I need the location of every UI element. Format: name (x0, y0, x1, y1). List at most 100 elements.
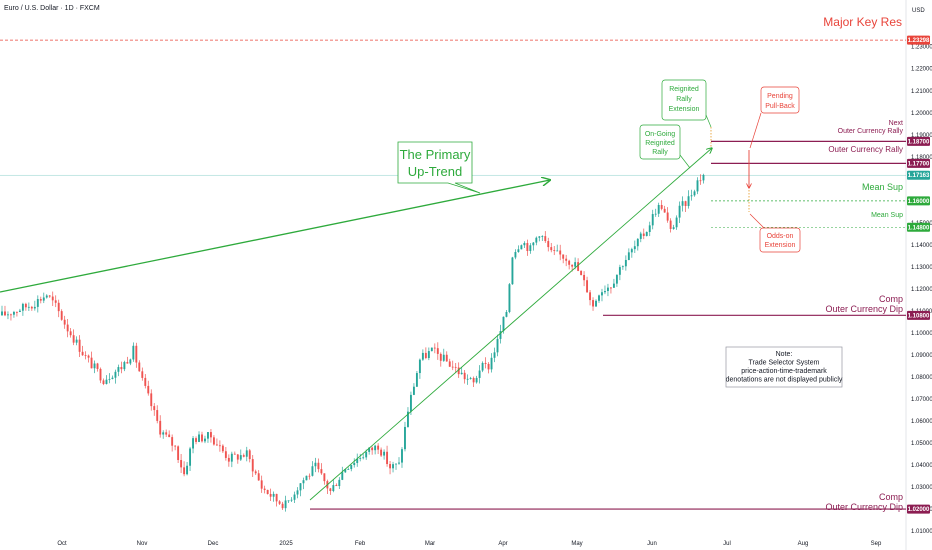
candle-body (386, 451, 389, 465)
candle-body (117, 367, 120, 372)
comp-dip-label-1: Outer Currency Dip (825, 304, 903, 314)
candle-body (484, 362, 487, 364)
oddson-label: Extension (765, 242, 796, 249)
note-line: denotations are not displayed publicly (726, 377, 843, 384)
mean-sup-tag-text: 1.16000 (908, 199, 930, 205)
candle-body (368, 447, 371, 452)
candle-body (129, 359, 132, 364)
major-key-res-price-tag (907, 35, 930, 45)
candle-body (586, 280, 589, 293)
candle-body (296, 490, 299, 495)
candle-body (377, 445, 380, 450)
y-tick-label: 1.07000 (911, 397, 932, 403)
note-box (725, 346, 843, 388)
mean-sup-label: Mean Sup (862, 182, 903, 192)
candle-body (365, 451, 368, 458)
candle-body (87, 355, 90, 358)
candle-body (138, 362, 141, 372)
candle-body (72, 335, 75, 343)
candle-body (60, 311, 63, 320)
major-key-res-price-tag-text: 1.23298 (908, 38, 930, 44)
candle-body (335, 485, 338, 487)
candle-body (126, 362, 129, 364)
candle-body (481, 362, 484, 371)
candle-body (490, 357, 493, 370)
pending-pointer (749, 112, 762, 149)
trend-line (309, 148, 712, 501)
candle-body (442, 354, 445, 361)
candle-body (433, 347, 436, 349)
candle-body (105, 379, 108, 384)
candle-body (329, 488, 332, 492)
candle-body (7, 314, 9, 316)
candle-body (553, 250, 556, 252)
primary-trend-callout (397, 141, 481, 194)
candle-body (153, 406, 156, 411)
note-line: Trade Selector System (749, 360, 820, 367)
candle-body (221, 445, 224, 452)
candle-body (696, 180, 699, 192)
candle-body (547, 241, 550, 248)
outer-rally-tag (907, 158, 930, 168)
x-tick-label: Nov (137, 541, 148, 547)
y-tick-label: 1.21000 (911, 89, 932, 95)
x-tick-label: Oct (57, 541, 67, 547)
candle-body (601, 292, 603, 296)
y-tick-label: 1.23000 (911, 45, 932, 51)
candle-body (54, 300, 57, 303)
candle-body (290, 499, 293, 501)
candle-body (630, 249, 633, 253)
oddson-callout (759, 227, 801, 253)
comp-dip-lower-tag-text: 1.02000 (908, 507, 930, 513)
candle-body (260, 480, 263, 489)
candle-body (63, 319, 66, 325)
candle-body (338, 479, 341, 487)
comp-dip-lower-tag (907, 504, 930, 514)
next-outer-rally-tag (907, 136, 930, 146)
candlestick-series (1, 173, 705, 512)
candle-body (472, 377, 475, 383)
candle-body (48, 295, 51, 297)
primary-trend-label-line1: The Primary (400, 147, 471, 162)
x-tick-label: Jul (723, 541, 731, 547)
comp-label-1: Comp (879, 294, 903, 304)
candle-body (657, 204, 660, 214)
candle-body (398, 462, 400, 464)
chart-title: Euro / U.S. Dollar · 1D · FXCM (4, 5, 100, 12)
next-outer-rally-label: Outer Currency Rally (838, 128, 904, 135)
candle-body (607, 287, 609, 292)
candle-body (598, 295, 600, 301)
next-label: Next (889, 120, 903, 127)
candle-body (180, 460, 183, 468)
candle-body (421, 352, 424, 360)
candle-body (224, 451, 227, 458)
candle-body (624, 259, 627, 267)
candle-body (538, 236, 541, 238)
candle-body (520, 245, 523, 250)
note-line: Note: (776, 351, 793, 358)
pending-callout (760, 86, 800, 114)
candle-body (263, 488, 266, 490)
comp-dip-upper-tag (907, 310, 930, 320)
candle-body (165, 432, 168, 435)
x-tick-label: Mar (425, 541, 435, 547)
candle-body (404, 426, 406, 450)
candle-body (317, 462, 320, 470)
major-key-res-label: Major Key Res (823, 15, 902, 29)
candle-body (281, 503, 284, 509)
currency-label: USD (912, 8, 925, 14)
y-tick-label: 1.12000 (911, 287, 932, 293)
candle-body (439, 353, 442, 361)
candle-body (574, 262, 577, 267)
candle-body (168, 434, 171, 438)
ongoing-label: Reignited (645, 140, 675, 147)
candle-body (251, 459, 254, 472)
candle-body (609, 287, 612, 289)
candle-body (293, 494, 296, 500)
candle-body (272, 493, 275, 497)
candle-body (147, 385, 150, 394)
candle-body (636, 238, 639, 247)
candle-body (580, 270, 583, 275)
